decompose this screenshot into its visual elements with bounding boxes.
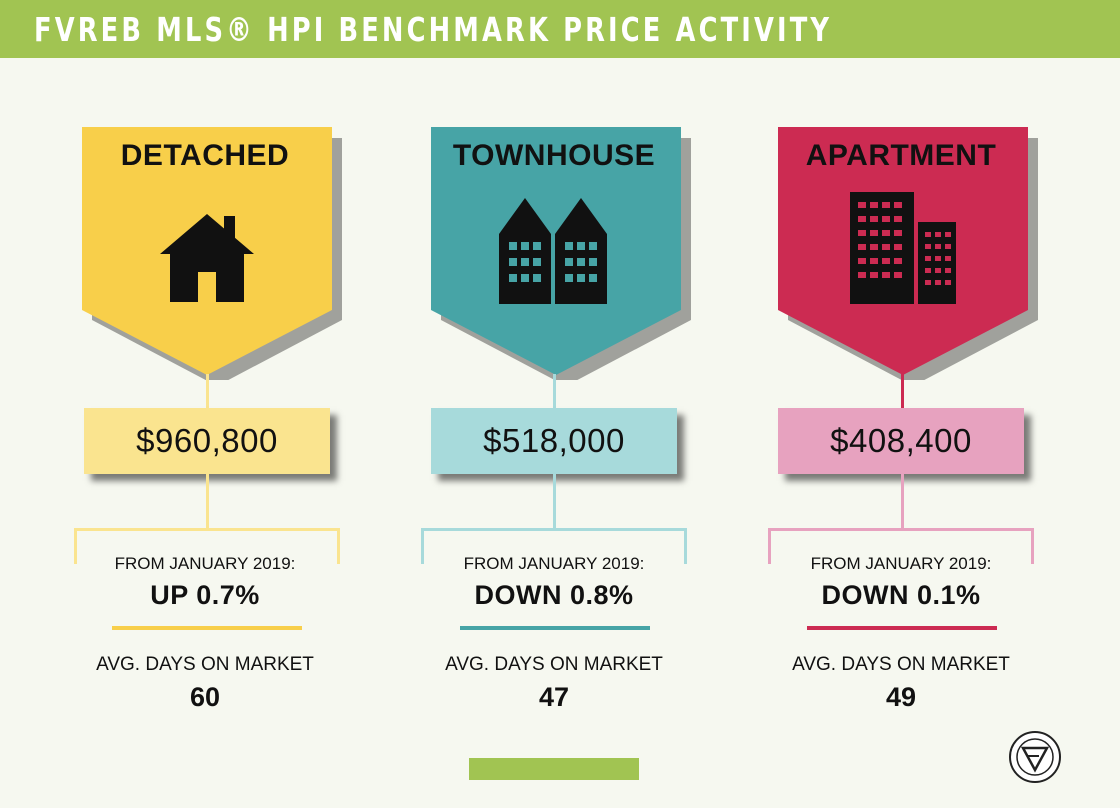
- apartment-column: APARTMENT $408,400 FROM JANUARY 2019: DO…: [766, 0, 1116, 808]
- category-title: DETACHED: [120, 139, 290, 172]
- footer-accent-bar: [469, 758, 639, 780]
- connector-line: [901, 474, 904, 528]
- underline: [807, 626, 997, 630]
- days-on-market-value: 47: [538, 682, 570, 712]
- townhouse-column: TOWNHOUSE $518,000 FROM JANUARY 2019: DO…: [419, 0, 769, 808]
- from-label: FROM JANUARY 2019:: [810, 554, 992, 573]
- category-title: TOWNHOUSE: [452, 139, 656, 172]
- category-title: APARTMENT: [805, 139, 997, 172]
- from-label: FROM JANUARY 2019:: [463, 554, 645, 573]
- days-on-market-value: 49: [885, 682, 917, 712]
- detached-column: DETACHED $960,800 FROM JANUARY 2019: UP …: [70, 0, 420, 808]
- townhouse-icon: [499, 198, 607, 304]
- price-change: UP 0.7%: [150, 580, 260, 610]
- days-on-market-label: AVG. DAYS ON MARKET: [96, 654, 314, 675]
- price-change: DOWN 0.8%: [474, 580, 634, 610]
- house-icon: [160, 214, 254, 302]
- bracket: [421, 528, 687, 564]
- fraser-valley-real-estate-board-logo: [1009, 731, 1061, 783]
- days-on-market-value: 60: [189, 682, 221, 712]
- price-change: DOWN 0.1%: [821, 580, 981, 610]
- price-box: $408,400: [778, 408, 1024, 474]
- price-box: $960,800: [84, 408, 330, 474]
- bracket: [768, 528, 1034, 564]
- connector-line: [206, 374, 209, 408]
- connector-line: [553, 474, 556, 528]
- page-title: FVREB MLS® HPI BENCHMARK PRICE ACTIVITY: [34, 10, 833, 49]
- price-box: $518,000: [431, 408, 677, 474]
- days-on-market-label: AVG. DAYS ON MARKET: [445, 654, 663, 675]
- days-on-market-label: AVG. DAYS ON MARKET: [792, 654, 1010, 675]
- underline: [112, 626, 302, 630]
- apartment-building-icon: [850, 192, 956, 304]
- connector-line: [206, 474, 209, 528]
- bracket: [74, 528, 340, 564]
- connector-line: [553, 374, 556, 408]
- connector-line: [901, 374, 904, 408]
- from-label: FROM JANUARY 2019:: [114, 554, 296, 573]
- header-bar: FVREB MLS® HPI BENCHMARK PRICE ACTIVITY: [0, 0, 1120, 58]
- underline: [460, 626, 650, 630]
